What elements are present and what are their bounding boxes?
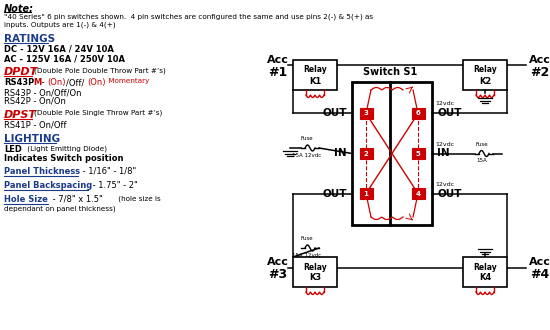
Text: dependant on panel thickness): dependant on panel thickness) [4, 205, 115, 212]
Text: 2: 2 [364, 150, 368, 156]
Text: 5: 5 [416, 150, 420, 156]
Text: 12vdc: 12vdc [435, 101, 454, 107]
Bar [411, 108, 425, 119]
Text: inputs. Outputs are 1(-) & 4(+): inputs. Outputs are 1(-) & 4(+) [4, 22, 115, 28]
Text: RS43P - On/Off/On: RS43P - On/Off/On [4, 88, 81, 97]
Text: K3: K3 [309, 274, 321, 282]
Text: - 1/16" - 1/8": - 1/16" - 1/8" [80, 167, 136, 176]
Text: Acc: Acc [529, 55, 550, 65]
Text: OUT: OUT [437, 188, 461, 199]
Text: (hole size is: (hole size is [116, 195, 161, 202]
Text: Hole Size: Hole Size [4, 195, 48, 204]
Text: Acc: Acc [529, 257, 550, 267]
Text: OUT: OUT [322, 188, 347, 199]
Text: OUT: OUT [322, 109, 347, 118]
Text: K2: K2 [479, 77, 491, 85]
Text: #1: #1 [268, 65, 288, 79]
Bar [352, 82, 432, 225]
Text: Panel Backspacing: Panel Backspacing [4, 181, 92, 190]
Text: 4: 4 [415, 190, 421, 197]
Text: Panel Thickness: Panel Thickness [4, 167, 80, 176]
Text: Acc: Acc [267, 55, 289, 65]
Text: (Double Pole Single Throw Part #’s): (Double Pole Single Throw Part #’s) [34, 110, 162, 116]
Text: RATINGS: RATINGS [4, 34, 55, 44]
Text: Acc: Acc [267, 257, 289, 267]
Text: 6: 6 [416, 111, 420, 116]
Text: Fuse: Fuse [301, 136, 314, 141]
Text: Fuse: Fuse [476, 142, 488, 147]
Text: OUT: OUT [437, 109, 461, 118]
Text: K4: K4 [479, 274, 491, 282]
Bar [293, 60, 337, 90]
Bar [360, 188, 372, 199]
Text: 3: 3 [364, 111, 368, 116]
Text: Relay: Relay [303, 262, 327, 272]
Text: - 7/8" x 1.5": - 7/8" x 1.5" [50, 195, 103, 204]
Text: DPDT: DPDT [4, 67, 38, 77]
Text: (Light Emitting Diode): (Light Emitting Diode) [25, 145, 107, 151]
Text: #2: #2 [530, 65, 549, 79]
Text: 12vdc: 12vdc [435, 142, 454, 147]
Bar [411, 188, 425, 199]
Text: (Double Pole Double Throw Part #’s): (Double Pole Double Throw Part #’s) [34, 67, 166, 74]
Text: Momentary: Momentary [106, 78, 150, 84]
Text: - 1.75" - 2": - 1.75" - 2" [90, 181, 138, 190]
Text: Relay: Relay [473, 65, 497, 75]
Text: LED: LED [4, 145, 22, 154]
Bar [293, 257, 337, 287]
Text: 15A 12vdc: 15A 12vdc [293, 253, 322, 258]
Text: RS42P - On/On: RS42P - On/On [4, 97, 66, 106]
Text: Relay: Relay [473, 262, 497, 272]
Text: 1: 1 [364, 190, 368, 197]
Text: /Off/: /Off/ [66, 78, 84, 87]
Text: (On): (On) [87, 78, 106, 87]
Text: DPST: DPST [4, 110, 37, 120]
Text: Switch S1: Switch S1 [363, 67, 417, 77]
Text: (On): (On) [47, 78, 65, 87]
Text: 12vdc: 12vdc [435, 182, 454, 186]
Text: #3: #3 [268, 268, 288, 280]
Text: RS43P: RS43P [4, 78, 34, 87]
Bar [463, 60, 507, 90]
Text: Relay: Relay [303, 65, 327, 75]
Text: K1: K1 [309, 77, 321, 85]
Bar [411, 148, 425, 159]
Text: RS41P - On/Off: RS41P - On/Off [4, 121, 67, 130]
Text: M: M [33, 78, 41, 87]
Text: -: - [39, 78, 47, 87]
Text: IN: IN [437, 148, 450, 158]
Text: DC - 12V 16A / 24V 10A: DC - 12V 16A / 24V 10A [4, 45, 114, 54]
Text: Fuse: Fuse [301, 236, 314, 241]
Text: Indicates Switch position: Indicates Switch position [4, 154, 124, 163]
Bar [360, 148, 372, 159]
Text: Note:: Note: [4, 4, 34, 14]
Bar [463, 257, 507, 287]
Text: 15A: 15A [477, 158, 487, 163]
Text: #4: #4 [530, 268, 549, 280]
Text: 15A 12vdc: 15A 12vdc [293, 153, 322, 158]
Bar [360, 108, 372, 119]
Text: IN: IN [334, 148, 347, 158]
Text: AC - 125V 16A / 250V 10A: AC - 125V 16A / 250V 10A [4, 54, 125, 63]
Text: "40 Series" 6 pin switches shown.  4 pin switches are configured the same and us: "40 Series" 6 pin switches shown. 4 pin … [4, 14, 373, 20]
Text: LIGHTING: LIGHTING [4, 134, 60, 144]
